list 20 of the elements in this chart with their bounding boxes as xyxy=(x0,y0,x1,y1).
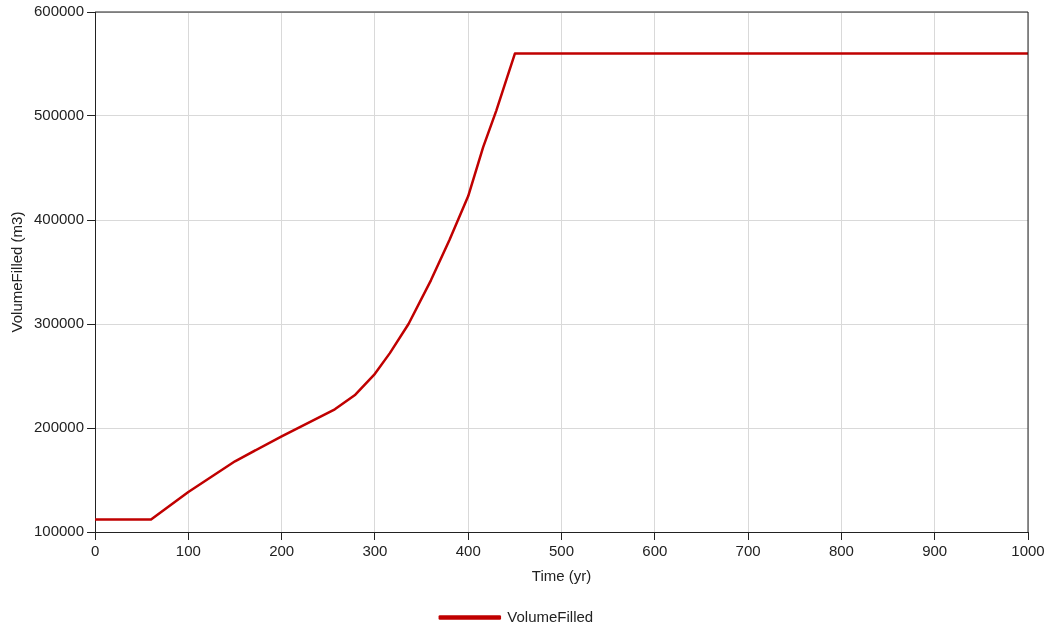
x-tick-label: 1000 xyxy=(1011,542,1045,560)
legend-label: VolumeFilled xyxy=(507,607,594,625)
x-tick-label: 600 xyxy=(642,542,668,560)
x-tick-label: 200 xyxy=(269,542,295,560)
x-axis-title: Time (yr) xyxy=(531,567,592,585)
x-tick-label: 700 xyxy=(735,542,761,560)
x-tick-label: 500 xyxy=(549,542,575,560)
y-tick-label: 100000 xyxy=(33,522,85,540)
y-tick-label: 500000 xyxy=(33,106,85,124)
x-tick-label: 100 xyxy=(175,542,201,560)
y-tick-label: 400000 xyxy=(33,210,85,228)
x-tick-label: 900 xyxy=(922,542,948,560)
y-tick-label: 600000 xyxy=(33,2,85,20)
x-tick-label: 800 xyxy=(828,542,854,560)
y-axis-title: VolumeFilled (m3) xyxy=(8,211,26,333)
y-tick-label: 200000 xyxy=(33,418,85,436)
y-tick-label: 300000 xyxy=(33,314,85,332)
x-tick-label: 400 xyxy=(455,542,481,560)
x-tick-label: 0 xyxy=(90,542,100,560)
x-tick-label: 300 xyxy=(362,542,388,560)
